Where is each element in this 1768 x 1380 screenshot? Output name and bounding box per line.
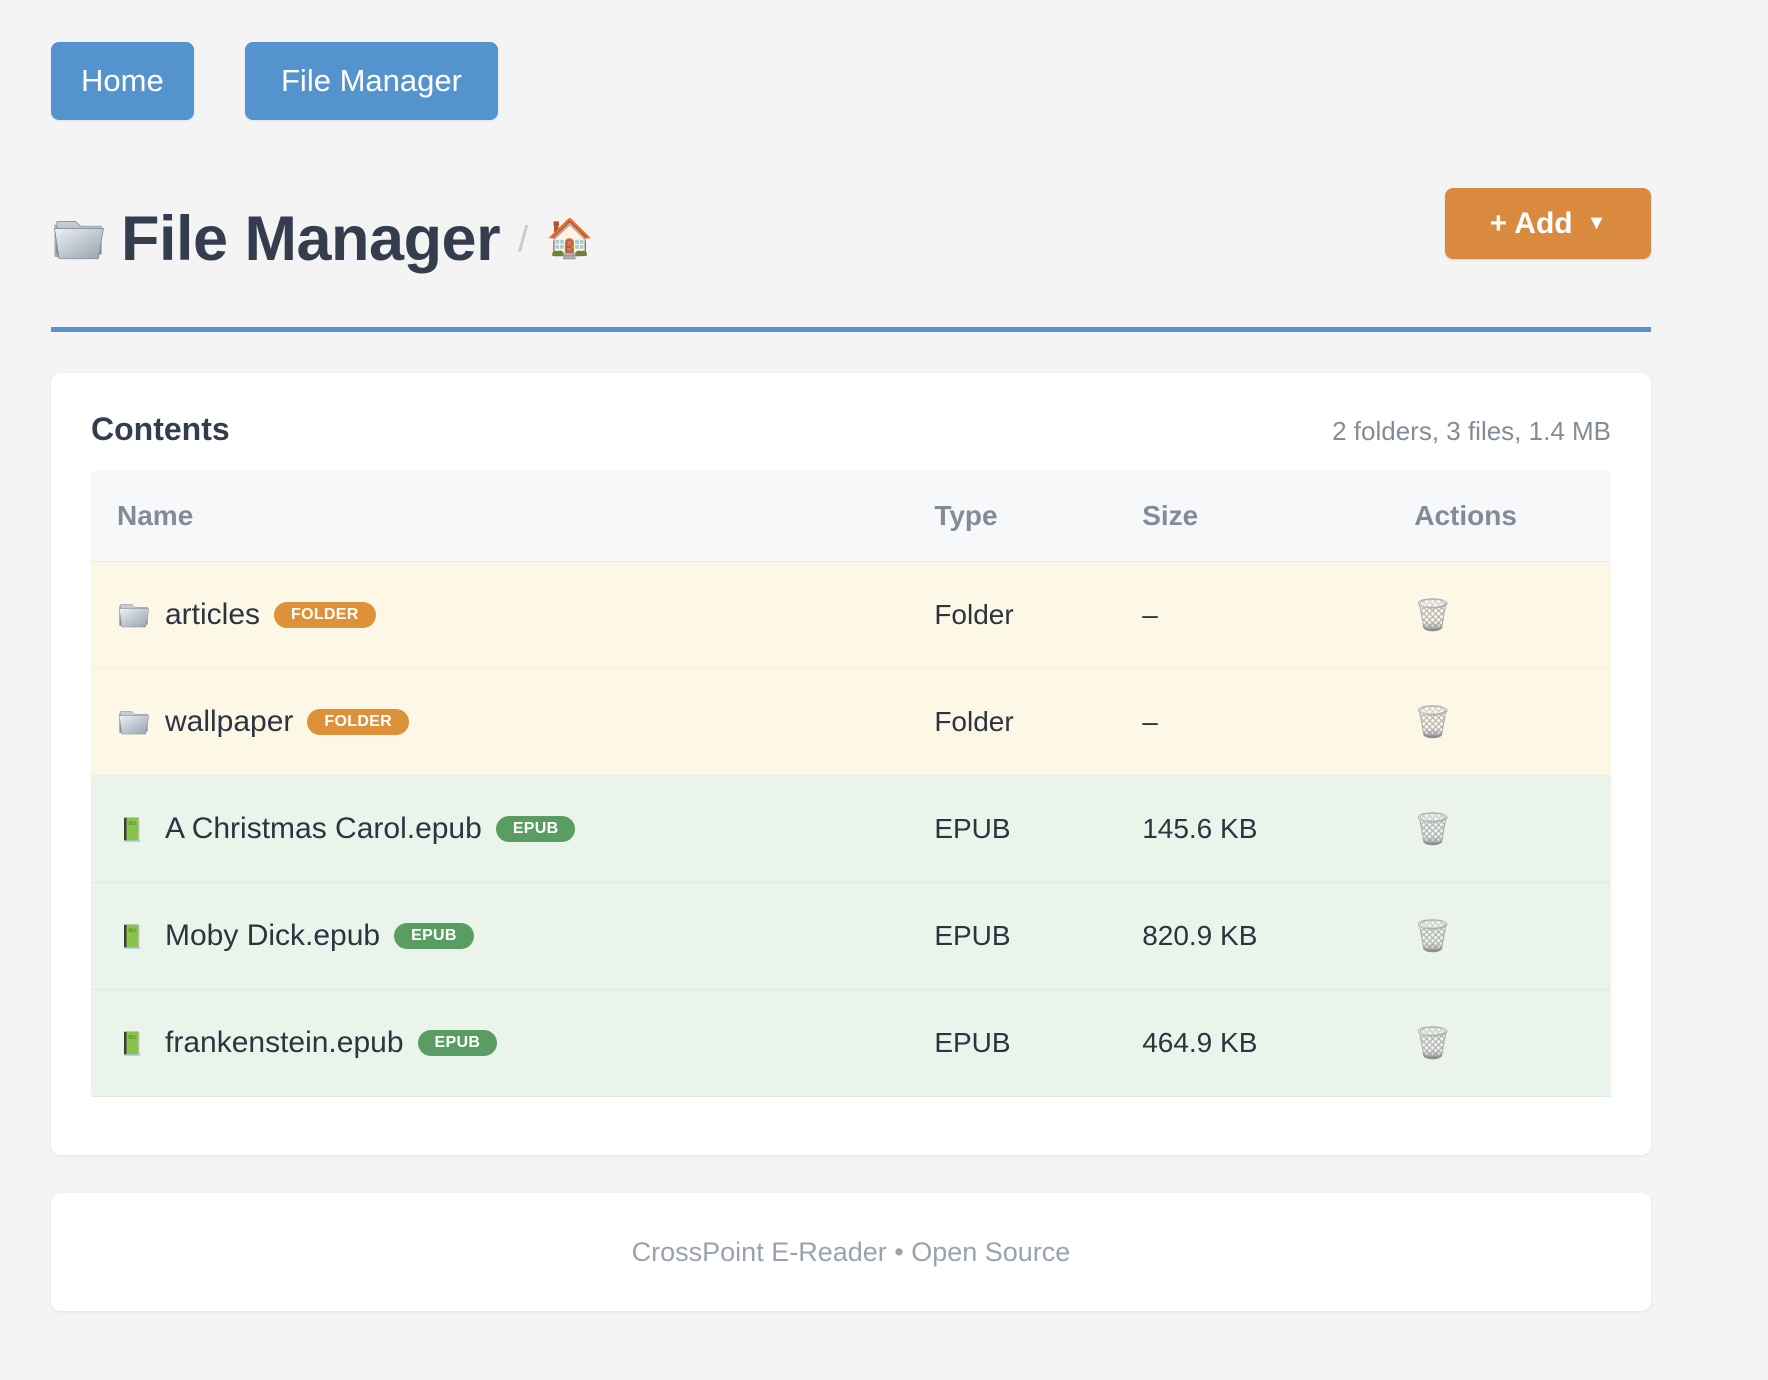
svg-text:VOL.2: VOL.2 bbox=[128, 1035, 136, 1038]
svg-text:VOL.2: VOL.2 bbox=[128, 821, 136, 824]
svg-text:VOL.2: VOL.2 bbox=[128, 928, 136, 931]
